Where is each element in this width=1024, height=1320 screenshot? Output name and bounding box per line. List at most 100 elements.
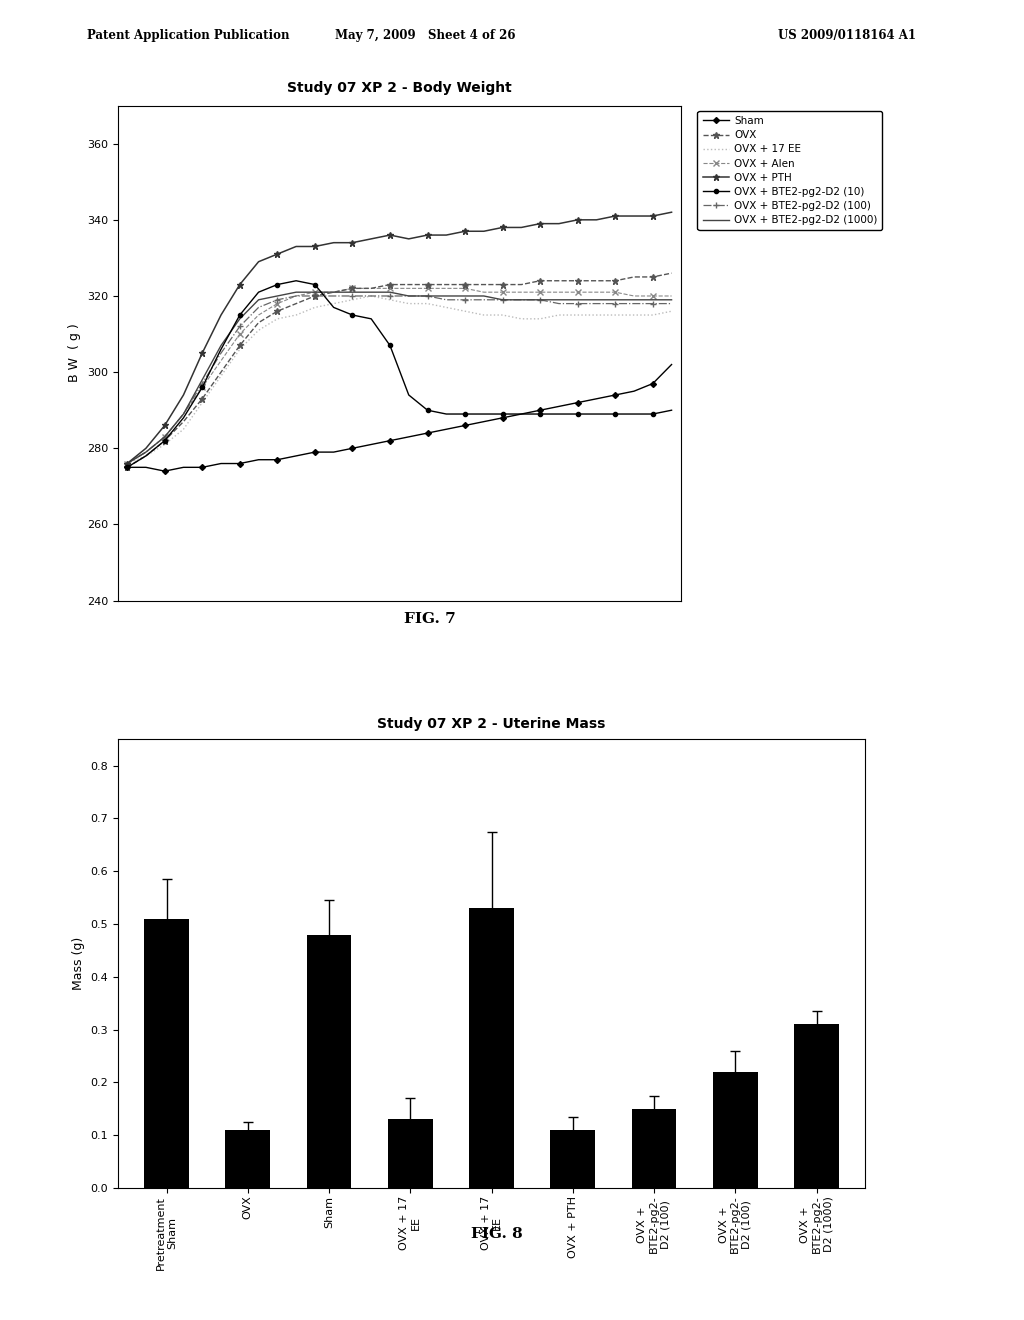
Sham [328,444,340,461]
OVX + Alen [215,352,227,368]
Sham [121,459,133,475]
OVX + Alen [553,284,565,300]
OVX [553,273,565,289]
OVX + BTE2-pg2-D2 (10) [121,459,133,475]
OVX + BTE2-pg2-D2 (100) [440,292,453,308]
OVX + BTE2-pg2-D2 (10) [252,284,264,300]
OVX + BTE2-pg2-D2 (100) [252,300,264,315]
OVX + BTE2-pg2-D2 (1000) [384,284,396,300]
OVX + Alen [271,296,284,312]
OVX + BTE2-pg2-D2 (10) [628,407,640,422]
OVX + BTE2-pg2-D2 (1000) [571,292,584,308]
Text: US 2009/0118164 A1: US 2009/0118164 A1 [778,29,916,42]
Sham [139,459,153,475]
OVX + Alen [628,288,640,304]
Sham [197,459,209,475]
OVX + PTH [402,231,415,247]
OVX [647,269,659,285]
OVX + BTE2-pg2-D2 (10) [666,403,678,418]
Bar [144,919,188,1188]
OVX + 17 EE [384,292,396,308]
OVX + 17 EE [309,300,322,315]
OVX + PTH [366,231,378,247]
Title: Study 07 XP 2 - Uterine Mass: Study 07 XP 2 - Uterine Mass [377,717,606,731]
OVX + Alen [121,455,133,471]
Sham [384,433,396,449]
Sham [459,417,471,433]
OVX + PTH [553,215,565,231]
OVX + BTE2-pg2-D2 (1000) [590,292,602,308]
OVX + BTE2-pg2-D2 (10) [159,433,171,449]
OVX + BTE2-pg2-D2 (10) [215,342,227,358]
OVX + Alen [477,284,490,300]
OVX + BTE2-pg2-D2 (1000) [628,292,640,308]
OVX + Alen [309,284,322,300]
OVX + 17 EE [422,296,434,312]
OVX + BTE2-pg2-D2 (10) [440,407,453,422]
OVX + BTE2-pg2-D2 (100) [121,455,133,471]
OVX + BTE2-pg2-D2 (1000) [346,284,358,300]
OVX + BTE2-pg2-D2 (1000) [402,288,415,304]
OVX + BTE2-pg2-D2 (10) [328,300,340,315]
OVX + BTE2-pg2-D2 (10) [571,407,584,422]
OVX + BTE2-pg2-D2 (10) [497,407,509,422]
Bar [469,908,514,1188]
OVX + BTE2-pg2-D2 (10) [590,407,602,422]
OVX + BTE2-pg2-D2 (10) [177,411,189,426]
OVX + BTE2-pg2-D2 (100) [384,288,396,304]
OVX + BTE2-pg2-D2 (1000) [290,284,302,300]
OVX + PTH [477,223,490,239]
Legend: Sham, OVX, OVX + 17 EE, OVX + Alen, OVX + PTH, OVX + BTE2-pg2-D2 (10), OVX + BTE: Sham, OVX, OVX + 17 EE, OVX + Alen, OVX … [697,111,883,231]
OVX + BTE2-pg2-D2 (1000) [215,338,227,354]
OVX + PTH [666,205,678,220]
OVX + BTE2-pg2-D2 (1000) [121,455,133,471]
OVX + BTE2-pg2-D2 (100) [477,292,490,308]
OVX + BTE2-pg2-D2 (10) [402,387,415,403]
OVX [271,304,284,319]
OVX [159,433,171,449]
OVX + BTE2-pg2-D2 (100) [177,407,189,422]
OVX + BTE2-pg2-D2 (100) [366,288,378,304]
OVX + PTH [459,223,471,239]
OVX + BTE2-pg2-D2 (100) [571,296,584,312]
OVX + BTE2-pg2-D2 (100) [402,288,415,304]
Text: Patent Application Publication: Patent Application Publication [87,29,290,42]
OVX + 17 EE [553,308,565,323]
OVX + PTH [290,239,302,255]
Sham [609,387,622,403]
OVX + 17 EE [177,421,189,437]
Sham [571,395,584,411]
OVX + Alen [666,288,678,304]
OVX + PTH [252,253,264,269]
OVX + BTE2-pg2-D2 (1000) [609,292,622,308]
OVX [215,364,227,380]
OVX + BTE2-pg2-D2 (10) [477,407,490,422]
OVX + BTE2-pg2-D2 (10) [384,338,396,354]
OVX + 17 EE [590,308,602,323]
OVX + BTE2-pg2-D2 (100) [590,296,602,312]
OVX + BTE2-pg2-D2 (10) [309,277,322,293]
OVX [628,269,640,285]
Bar [713,1072,758,1188]
Sham [477,413,490,429]
Bar [795,1024,839,1188]
Sham [215,455,227,471]
Sham [402,429,415,445]
Sham [590,391,602,407]
OVX + BTE2-pg2-D2 (1000) [422,288,434,304]
OVX + BTE2-pg2-D2 (10) [515,407,527,422]
OVX [590,273,602,289]
OVX + PTH [233,277,246,293]
OVX + 17 EE [233,342,246,358]
OVX + 17 EE [290,308,302,323]
OVX + Alen [422,280,434,296]
OVX + Alen [384,280,396,296]
OVX + BTE2-pg2-D2 (100) [459,292,471,308]
OVX + 17 EE [666,304,678,319]
OVX + 17 EE [402,296,415,312]
OVX + BTE2-pg2-D2 (100) [309,288,322,304]
OVX + BTE2-pg2-D2 (10) [535,407,547,422]
OVX + BTE2-pg2-D2 (10) [197,379,209,395]
Line: OVX + BTE2-pg2-D2 (1000): OVX + BTE2-pg2-D2 (1000) [127,292,672,463]
OVX + BTE2-pg2-D2 (100) [609,296,622,312]
